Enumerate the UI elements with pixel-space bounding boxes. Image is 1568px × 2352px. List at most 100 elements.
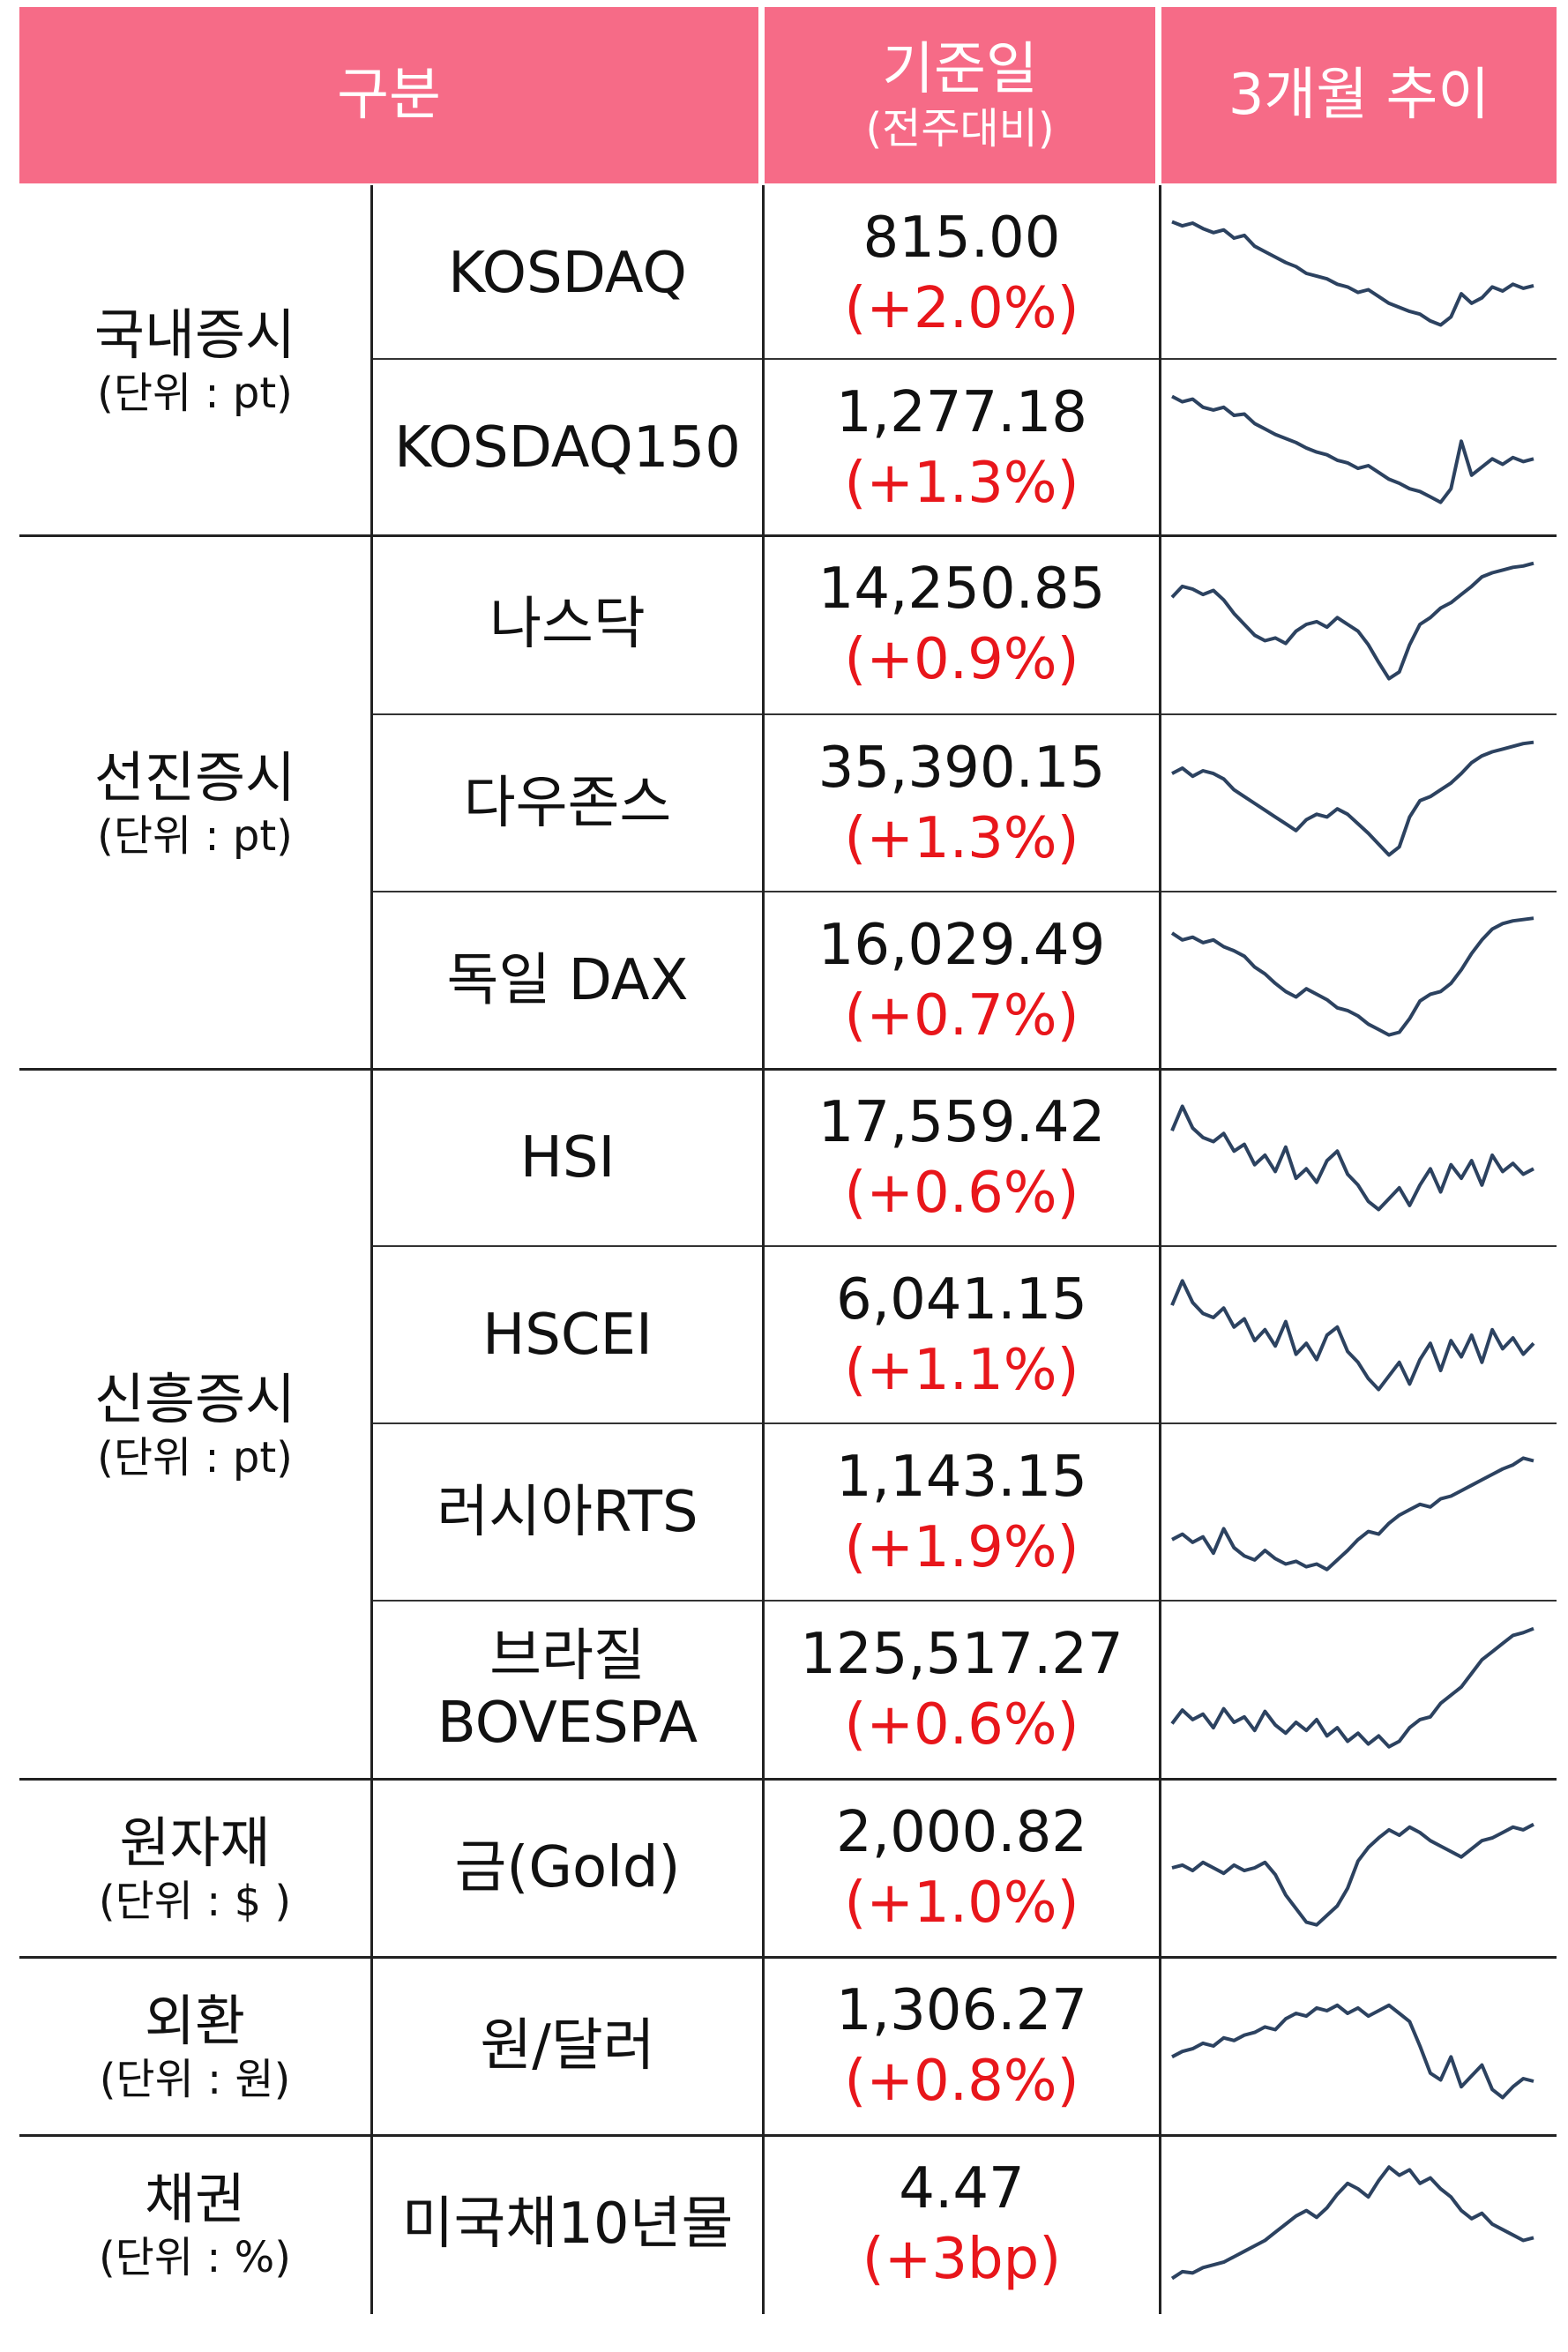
header-base-date-sub: (전주대비) (865, 104, 1055, 153)
group-unit: (단위 : pt) (97, 369, 293, 418)
value-cell: 1,277.18 (+1.3%) (765, 360, 1159, 536)
divider (19, 1068, 1557, 1071)
group-unit: (단위 : $ ) (98, 1877, 292, 1926)
index-name: 금(Gold) (454, 1835, 681, 1900)
trend-sparkline (1171, 1822, 1534, 1927)
group-commodity: 원자재 (단위 : $ ) (19, 1780, 370, 1958)
trend-line (1170, 561, 1534, 681)
value-cell: 2,000.82 (+1.0%) (765, 1780, 1159, 1956)
header-category-label: 구분 (337, 63, 441, 128)
header-trend-label: 3개월 추이 (1228, 63, 1490, 128)
market-summary-table: 구분 기준일 (전주대비) 3개월 추이 국내증시 (단위 : pt) 선진증시… (19, 7, 1557, 2318)
weekly-change: (+3bp) (862, 2227, 1062, 2292)
header-base-date-label: 기준일 (882, 37, 1038, 102)
group-name: 외환 (144, 1989, 246, 2053)
index-name-cell: 미국채10년물 (373, 2136, 762, 2312)
trend-sparkline (1171, 740, 1534, 857)
index-value: 815.00 (862, 205, 1061, 271)
weekly-change: (+0.7%) (844, 983, 1079, 1049)
value-cell: 16,029.49 (+0.7%) (765, 892, 1159, 1069)
weekly-change: (+2.0%) (844, 276, 1079, 341)
divider (19, 2134, 1557, 2137)
divider (373, 358, 1557, 360)
weekly-change: (+0.8%) (844, 2049, 1079, 2114)
index-name: 러시아RTS (437, 1480, 698, 1545)
trend-line (1171, 2003, 1534, 2100)
trend-sparkline (1170, 1279, 1535, 1392)
value-cell: 14,250.85 (+0.9%) (765, 536, 1159, 713)
group-emerging: 신흥증시 (단위 : pt) (19, 1070, 370, 1780)
group-name: 선진증시 (93, 744, 296, 810)
index-value: 4.47 (899, 2156, 1025, 2221)
trend-line (1171, 740, 1534, 857)
divider (370, 185, 373, 2314)
trend-sparkline (1170, 2165, 1534, 2281)
divider (373, 1245, 1557, 1247)
header-trend: 3개월 추이 (1161, 7, 1557, 183)
trend-line (1170, 1104, 1534, 1212)
group-fx: 외환 (단위 : 원) (19, 1958, 370, 2136)
index-name: 나스닥 (489, 592, 646, 657)
weekly-change: (+1.0%) (844, 1870, 1079, 1936)
divider (373, 1422, 1557, 1424)
index-value: 1,277.18 (836, 380, 1087, 445)
weekly-change: (+1.3%) (844, 451, 1079, 516)
weekly-change: (+0.6%) (844, 1692, 1079, 1758)
index-name: 브라질 (489, 1624, 646, 1689)
trend-sparkline (1170, 1104, 1534, 1212)
index-name: HSI (519, 1125, 616, 1191)
value-cell: 1,306.27 (+0.8%) (765, 1958, 1159, 2134)
trend-sparkline (1171, 2003, 1534, 2100)
divider (373, 891, 1557, 892)
index-name-cell: HSCEI (373, 1247, 762, 1423)
index-value: 16,029.49 (818, 913, 1106, 978)
divider (373, 1600, 1557, 1602)
trend-sparkline (1170, 1626, 1534, 1749)
index-value: 35,390.15 (818, 735, 1106, 801)
weekly-change: (+0.6%) (844, 1161, 1079, 1226)
index-name-cell: 금(Gold) (373, 1780, 762, 1956)
weekly-change: (+1.9%) (844, 1515, 1079, 1580)
group-unit: (단위 : pt) (97, 1432, 293, 1482)
value-cell: 6,041.15 (+1.1%) (765, 1247, 1159, 1423)
index-name: BOVESPA (437, 1691, 698, 1756)
index-value: 14,250.85 (818, 556, 1106, 622)
index-value: 1,143.15 (836, 1445, 1087, 1510)
weekly-change: (+0.9%) (844, 627, 1079, 692)
trend-line (1171, 220, 1534, 327)
divider (373, 713, 1557, 715)
index-name-cell: 독일 DAX (373, 892, 762, 1069)
index-value: 2,000.82 (836, 1800, 1087, 1865)
value-cell: 17,559.42 (+0.6%) (765, 1070, 1159, 1246)
value-cell: 815.00 (+2.0%) (765, 185, 1159, 362)
header-base-date: 기준일 (전주대비) (765, 7, 1155, 183)
group-domestic: 국내증시 (단위 : pt) (19, 185, 370, 536)
trend-sparkline (1171, 1456, 1534, 1572)
index-name: 미국채10년물 (401, 2191, 734, 2257)
group-name: 신흥증시 (93, 1366, 296, 1431)
index-name-cell: 나스닥 (373, 536, 762, 713)
divider (762, 185, 765, 2314)
value-cell: 35,390.15 (+1.3%) (765, 715, 1159, 892)
divider (19, 1778, 1557, 1781)
index-name: KOSDAQ150 (394, 415, 741, 481)
divider (1159, 185, 1161, 2314)
group-bond: 채권 (단위 : %) (19, 2136, 370, 2314)
index-name: 독일 DAX (446, 948, 689, 1013)
index-name-cell: 원/달러 (373, 1958, 762, 2134)
group-name: 국내증시 (93, 302, 296, 367)
weekly-change: (+1.3%) (844, 806, 1079, 871)
trend-line (1170, 1626, 1534, 1749)
index-value: 17,559.42 (818, 1090, 1106, 1155)
index-value: 6,041.15 (836, 1267, 1087, 1333)
index-value: 125,517.27 (800, 1622, 1124, 1687)
index-name: 원/달러 (480, 2013, 655, 2079)
divider (19, 534, 1557, 537)
index-name-cell: 다우존스 (373, 715, 762, 892)
trend-sparkline (1171, 394, 1534, 504)
trend-line (1171, 1822, 1534, 1927)
group-unit: (단위 : pt) (97, 810, 293, 861)
group-developed: 선진증시 (단위 : pt) (19, 536, 370, 1070)
trend-line (1170, 916, 1534, 1037)
weekly-change: (+1.1%) (844, 1338, 1079, 1403)
